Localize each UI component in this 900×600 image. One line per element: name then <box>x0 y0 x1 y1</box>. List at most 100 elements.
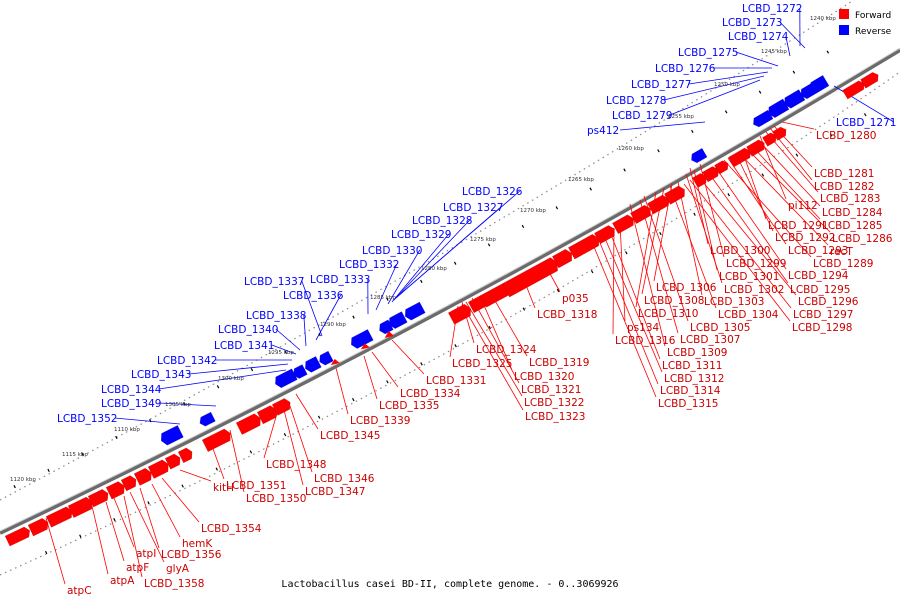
forward-gene-label[interactable]: LCBD_1292 <box>775 232 835 244</box>
forward-gene-label[interactable]: LCBD_1321 <box>521 384 581 396</box>
reverse-gene[interactable] <box>319 350 334 366</box>
forward-gene-label[interactable]: LCBD_1319 <box>529 357 589 369</box>
forward-gene-label[interactable]: LCBD_1280 <box>816 130 876 142</box>
forward-gene-label[interactable]: LCBD_1320 <box>514 371 574 383</box>
forward-gene[interactable] <box>746 139 765 157</box>
reverse-gene-label[interactable]: LCBD_1333 <box>310 274 370 286</box>
forward-gene[interactable] <box>762 132 777 147</box>
forward-gene-label[interactable]: LCBD_1312 <box>664 373 724 385</box>
reverse-gene-label[interactable]: LCBD_1276 <box>655 63 716 75</box>
forward-gene[interactable] <box>842 80 865 100</box>
forward-gene-label[interactable]: LCBD_1335 <box>379 400 439 412</box>
forward-gene-label[interactable]: LCBD_1308 <box>644 295 704 307</box>
forward-gene-label[interactable]: LCBD_1291 <box>768 220 828 232</box>
forward-gene[interactable] <box>67 496 93 518</box>
forward-gene[interactable] <box>568 234 599 260</box>
forward-gene[interactable] <box>647 194 669 215</box>
forward-gene[interactable] <box>502 257 558 298</box>
forward-gene-label[interactable]: LCBD_1281 <box>814 168 874 180</box>
forward-gene-label[interactable]: LCBD_1304 <box>718 309 779 321</box>
reverse-gene-label[interactable]: LCBD_1332 <box>339 259 399 271</box>
forward-gene-label[interactable]: LCBD_1322 <box>524 397 584 409</box>
reverse-gene-label[interactable]: LCBD_1336 <box>283 290 344 302</box>
forward-gene[interactable] <box>134 468 152 486</box>
small-forward-gene[interactable] <box>360 343 370 350</box>
reverse-gene[interactable] <box>305 356 322 373</box>
forward-gene[interactable] <box>27 518 49 537</box>
reverse-gene-label[interactable]: LCBD_1337 <box>244 276 304 288</box>
forward-gene-label[interactable]: LCBD_1334 <box>400 388 461 400</box>
forward-gene-label[interactable]: LCBD_1315 <box>658 398 718 410</box>
reverse-gene[interactable] <box>293 364 308 379</box>
forward-gene[interactable] <box>692 173 707 188</box>
forward-gene-label[interactable]: LCBD_1350 <box>246 493 306 505</box>
forward-gene[interactable] <box>552 249 572 269</box>
forward-gene-label[interactable]: LCBD_1331 <box>426 375 486 387</box>
reverse-gene-label[interactable]: LCBD_1340 <box>218 324 278 336</box>
reverse-gene-label[interactable]: LCBD_1338 <box>246 310 306 322</box>
forward-gene[interactable] <box>120 475 137 492</box>
forward-gene-label[interactable]: LCBD_1300 <box>710 245 770 257</box>
forward-gene-label[interactable]: atpC <box>67 585 92 597</box>
reverse-gene[interactable] <box>691 148 708 163</box>
forward-gene-label[interactable]: LCBD_1284 <box>822 207 883 219</box>
forward-gene[interactable] <box>4 526 30 547</box>
forward-gene-label[interactable]: LCBD_1314 <box>660 385 721 397</box>
reverse-gene-label[interactable]: LCBD_1329 <box>391 229 451 241</box>
forward-gene-label[interactable]: LCBD_1286 <box>832 233 893 245</box>
forward-gene[interactable] <box>236 413 261 435</box>
forward-gene-label[interactable]: LCBD_1311 <box>662 360 722 372</box>
forward-gene[interactable] <box>612 214 634 234</box>
reverse-gene[interactable] <box>405 301 426 321</box>
forward-gene-label[interactable]: LCBD_1301 <box>719 271 779 283</box>
forward-gene[interactable] <box>165 453 181 470</box>
reverse-gene-label[interactable]: LCBD_1275 <box>678 47 738 59</box>
forward-gene[interactable] <box>702 166 719 183</box>
reverse-gene[interactable] <box>199 412 216 427</box>
reverse-gene[interactable] <box>161 425 184 446</box>
forward-gene-label[interactable]: LCBD_1347 <box>305 486 365 498</box>
forward-gene-label[interactable]: LCBD_1294 <box>788 270 849 282</box>
forward-gene-label[interactable]: LCBD_1293 <box>788 245 848 257</box>
forward-gene-label[interactable]: LCBD_1346 <box>314 473 375 485</box>
forward-gene-label[interactable]: LCBD_1351 <box>226 480 286 492</box>
reverse-gene-label[interactable]: LCBD_1341 <box>214 340 274 352</box>
forward-gene-label[interactable]: LCBD_1325 <box>452 358 512 370</box>
forward-gene-label[interactable]: LCBD_1303 <box>704 296 764 308</box>
reverse-gene[interactable] <box>351 329 374 349</box>
forward-gene[interactable] <box>202 428 231 452</box>
forward-gene[interactable] <box>45 506 73 528</box>
reverse-gene[interactable] <box>389 311 408 329</box>
forward-gene[interactable] <box>87 489 109 508</box>
small-forward-gene[interactable] <box>384 330 394 338</box>
forward-gene-label[interactable]: LCBD_1356 <box>161 549 222 561</box>
forward-gene-label[interactable]: LCBD_1296 <box>798 296 859 308</box>
forward-gene[interactable] <box>448 304 471 325</box>
reverse-gene-label[interactable]: LCBD_1271 <box>836 117 896 129</box>
forward-gene-label[interactable]: atpA <box>110 575 135 587</box>
forward-gene-label[interactable]: LCBD_1318 <box>537 309 597 321</box>
forward-gene-label[interactable]: atpI <box>136 548 156 560</box>
forward-gene[interactable] <box>105 481 125 500</box>
reverse-gene-label[interactable]: LCBD_1342 <box>157 355 217 367</box>
forward-gene[interactable] <box>630 205 651 224</box>
forward-gene[interactable] <box>257 405 277 425</box>
small-forward-gene[interactable] <box>330 359 340 366</box>
reverse-gene-label[interactable]: LCBD_1274 <box>728 31 789 43</box>
forward-gene-label[interactable]: LCBD_1354 <box>201 523 262 535</box>
forward-gene-label[interactable]: LCBD_1289 <box>813 258 873 270</box>
forward-gene-label[interactable]: LCBD_1302 <box>724 284 784 296</box>
reverse-gene-label[interactable]: LCBD_1344 <box>101 384 162 396</box>
forward-gene-label[interactable]: LCBD_1324 <box>476 344 537 356</box>
forward-gene-label[interactable]: LCBD_1285 <box>822 220 882 232</box>
forward-gene-label[interactable]: LCBD_1295 <box>790 284 850 296</box>
forward-gene-label[interactable]: LCBD_1306 <box>656 282 717 294</box>
forward-gene-label[interactable]: hemK <box>182 538 213 550</box>
forward-gene-label[interactable]: p035 <box>562 293 589 305</box>
forward-gene[interactable] <box>728 147 751 168</box>
forward-gene[interactable] <box>714 160 729 175</box>
forward-gene-label[interactable]: LCBD_1358 <box>144 578 204 590</box>
reverse-gene-label[interactable]: LCBD_1328 <box>412 215 472 227</box>
forward-gene-label[interactable]: LCBD_1309 <box>667 347 727 359</box>
forward-gene-label[interactable]: LCBD_1283 <box>820 193 880 205</box>
